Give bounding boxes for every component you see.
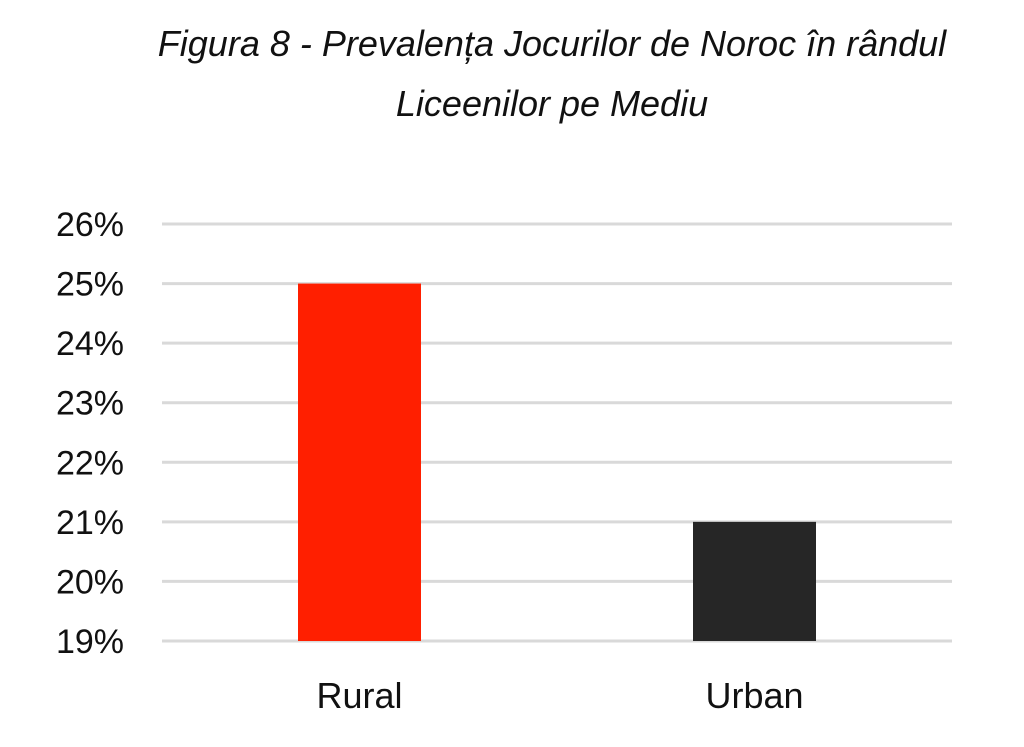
bar-urban [693, 521, 816, 641]
chart-title: Figura 8 - Prevalența Jocurilor de Noroc… [0, 14, 1024, 134]
y-tick-label: 20% [56, 563, 124, 601]
y-tick-label: 22% [56, 444, 124, 482]
chart-title-line-1: Figura 8 - Prevalența Jocurilor de Noroc… [157, 23, 947, 64]
gridlines [162, 222, 952, 643]
y-tick-label: 26% [56, 206, 124, 244]
y-tick-label: 21% [56, 504, 124, 542]
x-axis-labels: Rural Urban [316, 675, 803, 716]
y-tick-label: 23% [56, 385, 124, 423]
x-tick-label-urban: Urban [705, 675, 803, 716]
y-tick-label: 25% [56, 266, 124, 304]
y-axis-ticks: 19% 20% 21% 22% 23% 24% 25% 26% [56, 206, 124, 661]
x-tick-label-rural: Rural [316, 675, 402, 716]
chart-title-line-2: Liceenilor pe Mediu [395, 83, 709, 124]
bars [298, 283, 816, 641]
bar-rural [298, 283, 421, 641]
y-tick-label: 19% [56, 623, 124, 661]
y-tick-label: 24% [56, 325, 124, 363]
